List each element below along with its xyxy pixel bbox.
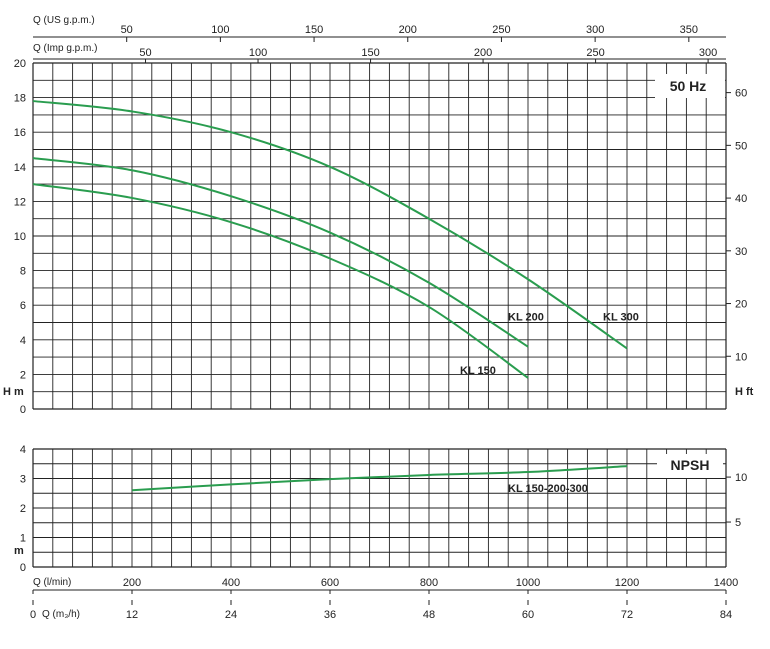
x-axis-m3h-tick-label: 24 — [225, 609, 237, 621]
npsh-y-tick-label: 2 — [20, 503, 26, 515]
y-tick-label: 14 — [14, 162, 26, 174]
y-ft-tick-label: 10 — [735, 351, 747, 363]
x-axis-lmin-tick-label: 1200 — [615, 577, 639, 589]
top-axis-us-tick-label: 200 — [399, 24, 417, 36]
y-tick-label: 10 — [14, 231, 26, 243]
top-axis-imp-label: Q (Imp g.p.m.) — [33, 43, 97, 54]
series-label-kl-300: KL 300 — [603, 311, 639, 323]
npsh-y-tick-label: 1 — [20, 533, 26, 545]
series-label-npsh: KL 150-200-300 — [508, 483, 588, 495]
y-tick-label: 8 — [20, 266, 26, 278]
series-label-kl-150: KL 150 — [460, 365, 496, 377]
top-axis-us-tick-label: 100 — [211, 24, 229, 36]
top-axis-imp-tick-label: 200 — [474, 47, 492, 59]
y-ft-tick-label: 50 — [735, 140, 747, 152]
x-axis-m3h-tick-label: 84 — [720, 609, 732, 621]
curve-npsh — [131, 465, 628, 492]
x-axis-m3h-tick-label: 12 — [126, 609, 138, 621]
top-axis-us-tick-label: 50 — [121, 24, 133, 36]
x-axis-lmin-tick-label: 1000 — [516, 577, 540, 589]
y-tick-label: 12 — [14, 196, 26, 208]
top-axis-imp-tick-label: 150 — [361, 47, 379, 59]
y-ft-tick-label: 40 — [735, 193, 747, 205]
top-axis-imp-tick-label: 300 — [699, 47, 717, 59]
npsh-y-tick-label: 3 — [20, 474, 26, 486]
x-axis-lmin-tick-label: 600 — [321, 577, 339, 589]
y-axis-label-left: H m — [3, 386, 24, 398]
y-tick-label: 6 — [20, 300, 26, 312]
top-axis-us-tick-label: 350 — [680, 24, 698, 36]
y-ft-tick-label: 60 — [735, 88, 747, 100]
npsh-y-ft-tick-label: 10 — [735, 472, 747, 484]
badge-50hz: 50 Hz — [670, 78, 707, 94]
x-axis-m3h-tick-label: 0 — [30, 609, 36, 621]
npsh-badge-box — [657, 454, 723, 478]
top-axis-us-tick-label: 300 — [586, 24, 604, 36]
y-tick-label: 2 — [20, 369, 26, 381]
y-tick-label: 0 — [20, 404, 26, 416]
x-axis-lmin-label: Q (l/min) — [33, 577, 71, 588]
x-axis-m3h-label: Q (m₃/h) — [42, 609, 80, 620]
x-axis-lmin-tick-label: 1400 — [714, 577, 738, 589]
curve-kl-200 — [32, 157, 529, 348]
x-axis-m3h-tick-label: 60 — [522, 609, 534, 621]
top-axis-imp-tick-label: 100 — [249, 47, 267, 59]
badge-box — [655, 74, 725, 98]
npsh-y-tick-label: 4 — [20, 444, 26, 456]
top-axis-us-label: Q (US g.p.m.) — [33, 15, 95, 26]
x-axis-lmin-tick-label: 800 — [420, 577, 438, 589]
x-axis-m3h-tick-label: 36 — [324, 609, 336, 621]
y-tick-label: 4 — [20, 335, 26, 347]
series-label-kl-200: KL 200 — [508, 312, 544, 324]
npsh-y-tick-label: 0 — [20, 562, 26, 574]
curve-kl-150 — [32, 183, 529, 379]
npsh-y-axis-label: m — [14, 545, 24, 557]
x-axis-lmin-tick-label: 200 — [123, 577, 141, 589]
y-ft-tick-label: 30 — [735, 246, 747, 258]
y-ft-tick-label: 20 — [735, 299, 747, 311]
top-axis-us-tick-label: 150 — [305, 24, 323, 36]
x-axis-lmin-tick-label: 400 — [222, 577, 240, 589]
npsh-y-ft-tick-label: 5 — [735, 517, 741, 529]
curve-kl-300 — [32, 100, 628, 350]
y-tick-label: 16 — [14, 127, 26, 139]
y-tick-label: 20 — [14, 58, 26, 70]
y-tick-label: 18 — [14, 93, 26, 105]
top-axis-imp-tick-label: 50 — [139, 47, 151, 59]
top-axis-imp-tick-label: 250 — [586, 47, 604, 59]
y-axis-label-right: H ft — [735, 386, 754, 398]
x-axis-m3h-tick-label: 48 — [423, 609, 435, 621]
badge-npsh: NPSH — [671, 457, 710, 473]
top-axis-us-tick-label: 250 — [492, 24, 510, 36]
x-axis-m3h-tick-label: 72 — [621, 609, 633, 621]
